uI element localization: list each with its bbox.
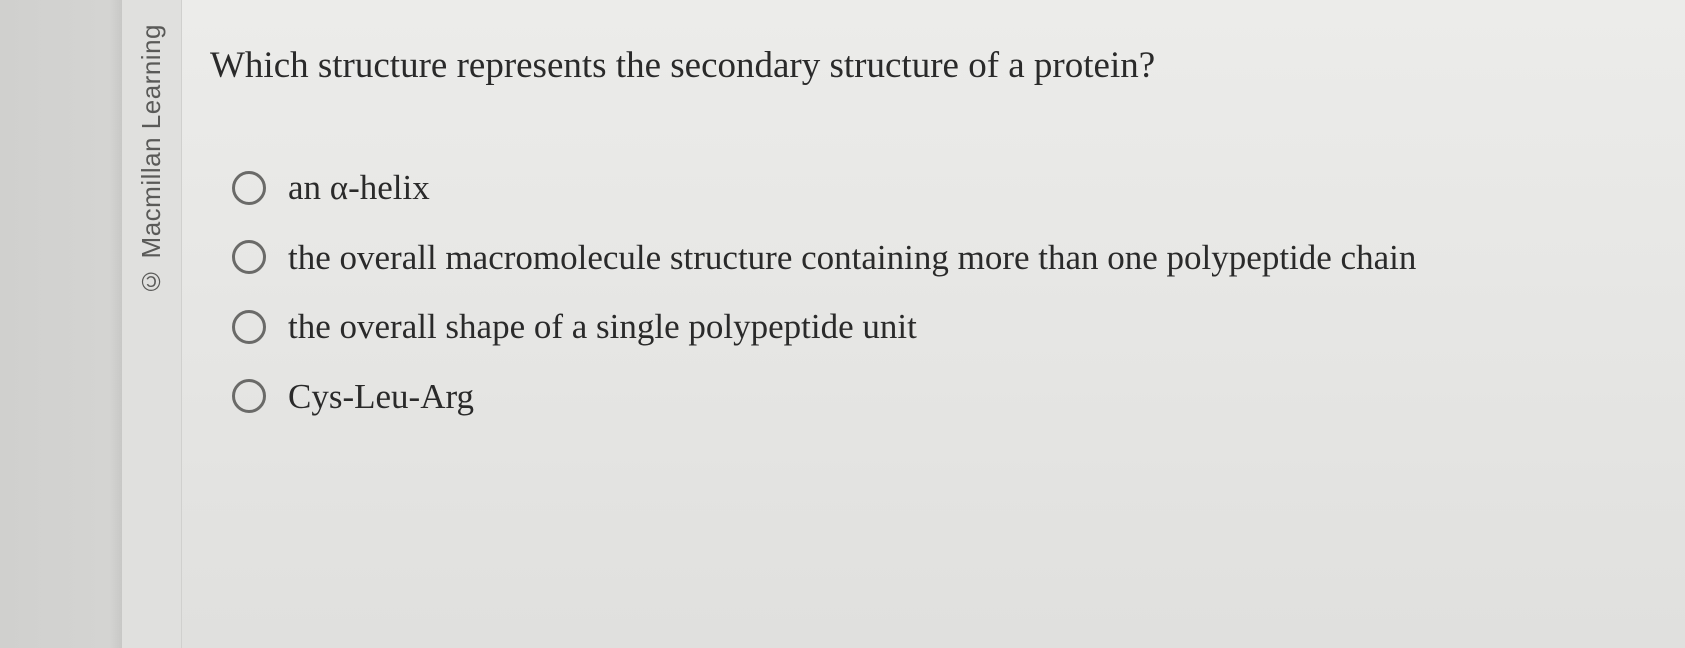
copyright-text: © Macmillan Learning: [136, 24, 167, 297]
option-row-1[interactable]: the overall macromolecule structure cont…: [232, 235, 1645, 281]
option-row-3[interactable]: Cys-Leu-Arg: [232, 374, 1645, 420]
question-text: Which structure represents the secondary…: [210, 44, 1645, 87]
option-label: Cys-Leu-Arg: [288, 374, 474, 420]
radio-button[interactable]: [232, 310, 266, 344]
option-label: the overall macromolecule structure cont…: [288, 235, 1416, 281]
option-row-0[interactable]: an α-helix: [232, 165, 1645, 211]
radio-button[interactable]: [232, 171, 266, 205]
option-row-2[interactable]: the overall shape of a single polypeptid…: [232, 304, 1645, 350]
option-label: an α-helix: [288, 165, 430, 211]
left-margin: [0, 0, 122, 648]
copyright-strip: © Macmillan Learning: [122, 0, 182, 648]
option-label: the overall shape of a single polypeptid…: [288, 304, 917, 350]
radio-button[interactable]: [232, 240, 266, 274]
options-group: an α-helix the overall macromolecule str…: [210, 165, 1645, 419]
radio-button[interactable]: [232, 379, 266, 413]
question-content: Which structure represents the secondary…: [182, 0, 1685, 648]
